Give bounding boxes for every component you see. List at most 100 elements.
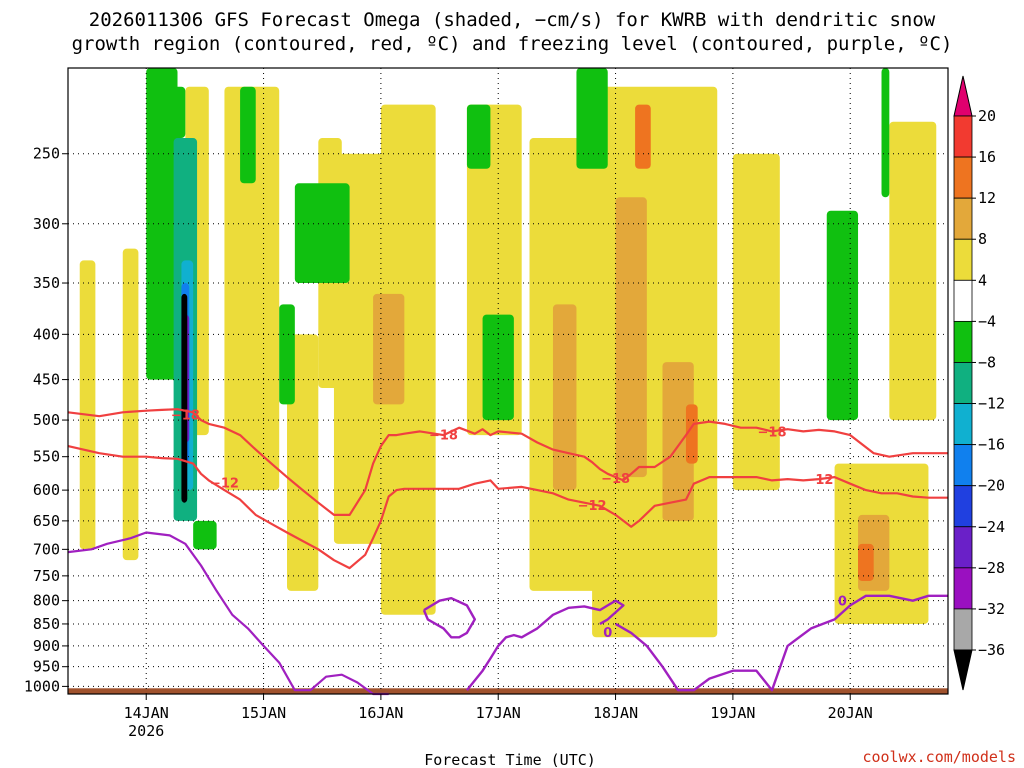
contour-label: −18 [429,428,458,443]
colorbar-segment-7 [953,403,973,446]
y-tick-label: 700 [33,540,60,558]
omega-region-20 [635,104,651,169]
x-tick-label: 17JAN [476,704,521,722]
y-tick-label: 500 [33,411,60,429]
colorbar-segment-4 [953,279,973,322]
x-tick-label: 18JAN [593,704,638,722]
pressure-axis: 250 300 350 400 450 500 550 600 650 700 750 800 850 9… [24,145,68,695]
omega-region-17 [615,197,647,478]
omega-region-1 [122,248,139,561]
y-tick-label: 250 [33,145,60,163]
omega-region-26 [294,183,350,284]
y-tick-label: 650 [33,512,60,530]
contour-line-1 [67,445,948,570]
omega-region-31 [193,520,217,550]
colorbar-segment-1 [953,156,973,199]
x-tick-label: 14JAN [124,704,169,722]
omega-region-34 [834,334,843,389]
omega-region-22 [858,543,874,581]
colorbar-label: −32 [978,600,1005,618]
omega-region-4 [224,86,280,491]
omega-region-16 [552,304,577,491]
omega-region-33 [881,68,890,198]
colorbar-segment-5 [953,320,973,363]
omega-region-25 [240,86,256,184]
omega-region-27 [466,104,491,169]
omega-region-21 [685,404,698,464]
freezing-level-segment-0 [422,597,476,639]
colorbar-label: 20 [978,107,996,125]
x-tick-label: 16JAN [358,704,403,722]
colorbar-label: −16 [978,436,1005,454]
colorbar-segment-11 [953,567,973,610]
colorbar-segment-9 [953,485,973,528]
freezing-level-segment-1 [465,599,625,691]
y-tick-label: 900 [33,637,60,655]
contour-label: −18 [758,425,787,440]
omega-region-29 [576,68,608,169]
x-tick-label: 20JAN [828,704,873,722]
colorbar-label: −28 [978,559,1005,577]
contour-layer: −18 −18 −18 −18 −12 −12 −12 0 0 [67,408,948,696]
y-tick-label: 800 [33,592,60,610]
colorbar-segment-10 [953,526,973,569]
freezing-level-segment-2 [615,594,948,692]
omega-region-15 [373,293,405,405]
omega-region-11 [592,86,718,638]
x-tick-sublabel: 2026 [128,722,164,740]
plot-frame [67,67,949,695]
y-tick-label: 450 [33,371,60,389]
colorbar-segment-8 [953,444,973,487]
colorbar-segment-0 [953,115,973,158]
colorbar-label: −12 [978,395,1005,413]
x-axis-label: Forecast Time (UTC) [424,751,596,768]
omega-region-14 [889,121,937,421]
grid-layer [68,68,948,694]
contour-label: −18 [601,472,630,487]
colorbar-label: 12 [978,189,996,207]
omega-region-0 [79,260,96,550]
ground-layer [68,688,948,694]
colorbar-label: −8 [978,353,996,371]
omega-region-18 [662,362,694,521]
y-tick-label: 300 [33,215,60,233]
omega-region-30 [826,210,859,421]
y-tick-label: 750 [33,567,60,585]
y-tick-label: 350 [33,274,60,292]
colorbar-label: 4 [978,271,987,289]
colorbar-segment-3 [953,238,973,281]
y-tick-label: 400 [33,325,60,343]
omega-region-8 [380,104,436,615]
contour-label: −18 [171,409,200,424]
chart-title-line-2: growth region (contoured, red, ºC) and f… [72,33,953,55]
y-tick-label: 850 [33,615,60,633]
contour-line-0 [67,408,948,517]
omega-region-39 [181,293,188,503]
colorbar-top-arrow [953,75,973,117]
y-tick-label: 550 [33,448,60,466]
credit-link[interactable]: coolwx.com/models [862,748,1016,766]
colorbar-label: 8 [978,230,987,248]
colorbar: 20 16 12 8 4 −4 −8 −12 −16 −20 −24 −28 −32 −36 [953,75,1005,691]
chart-title-line-1: 2026011306 GFS Forecast Omega (shaded, −… [89,9,936,31]
ground-surface [68,688,948,694]
colorbar-bottom-arrow [953,649,973,691]
colorbar-segment-6 [953,362,973,404]
colorbar-label: −4 [978,312,996,330]
contour-line-2 [67,531,389,696]
x-tick-label: 19JAN [710,704,755,722]
contour-label: 0 [603,626,612,641]
contour-label: −12 [210,476,239,491]
colorbar-segment-2 [953,197,973,240]
omega-region-28 [482,314,514,421]
colorbar-label: 16 [978,148,996,166]
y-tick-label: 600 [33,481,60,499]
colorbar-label: −36 [978,641,1005,659]
omega-region-32 [146,68,178,380]
omega-shading-layer [79,68,937,638]
colorbar-label: −24 [978,518,1005,536]
colorbar-segment-12 [953,608,973,651]
omega-region-12 [732,153,780,491]
